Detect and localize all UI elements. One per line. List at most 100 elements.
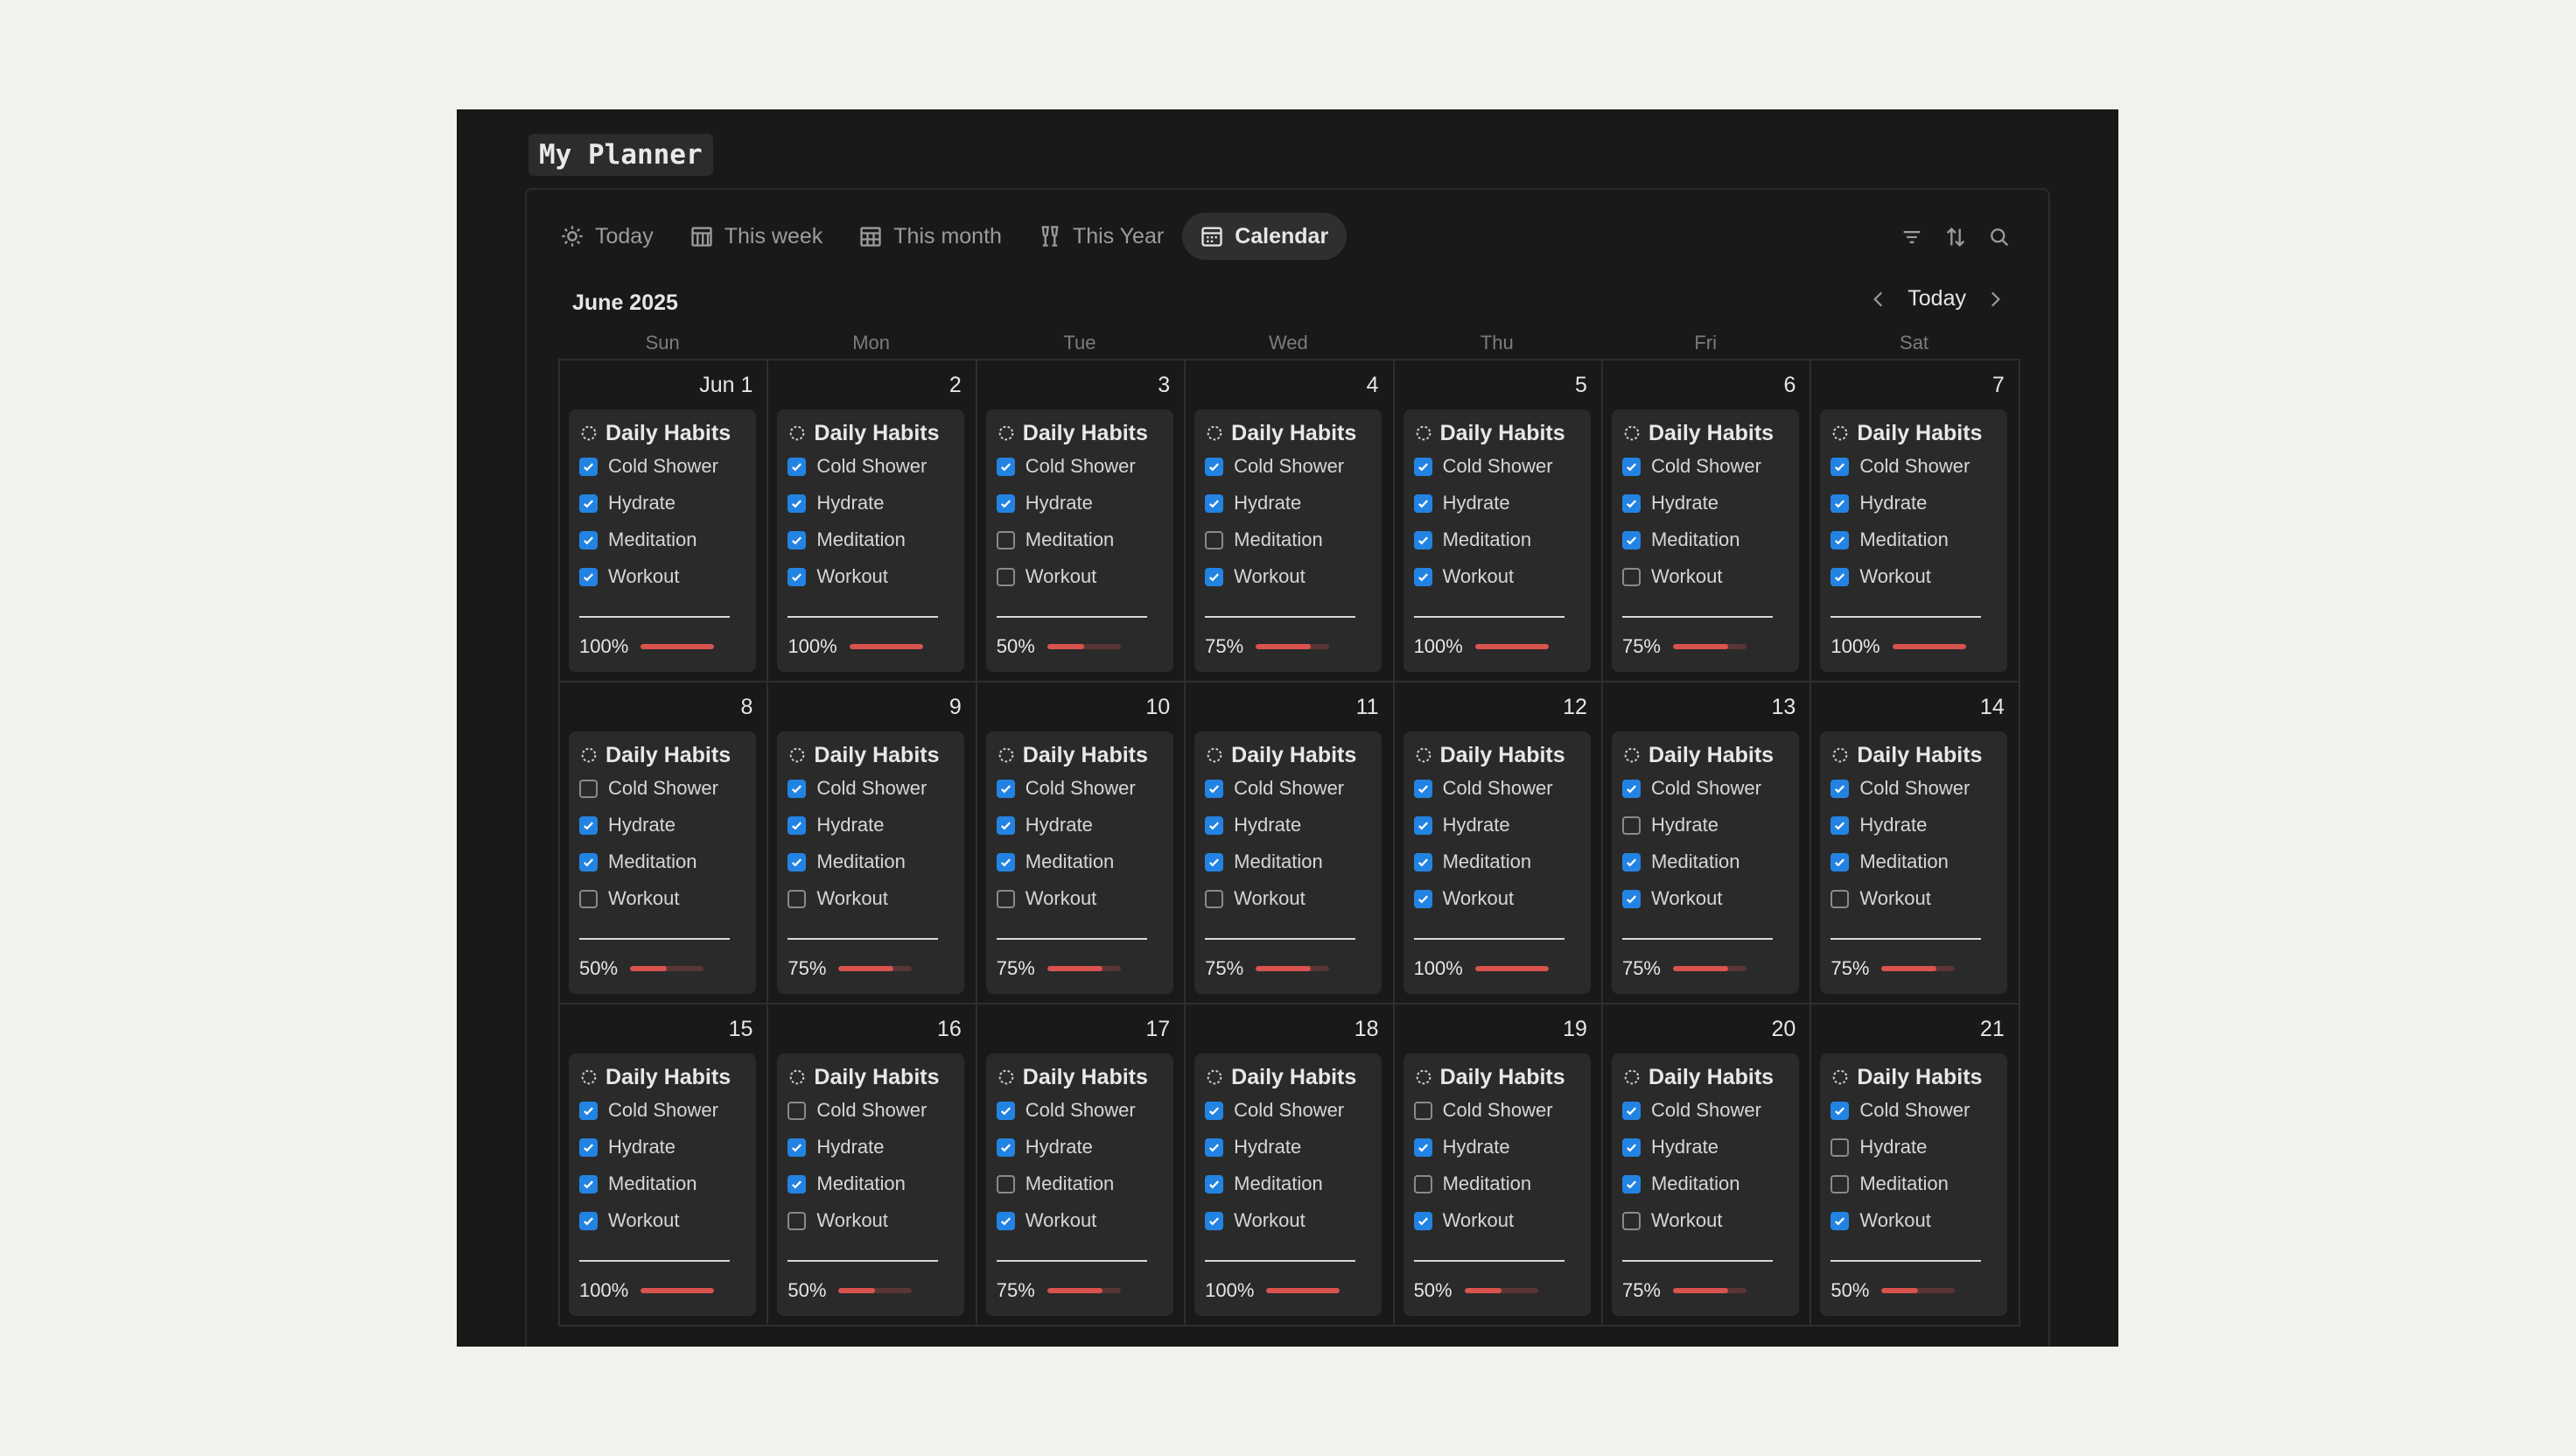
habit-checkbox[interactable] (996, 816, 1015, 835)
calendar-day-cell[interactable]: 9 Daily Habits Cold Shower Hydrate Meditatio… (768, 682, 977, 1004)
habit-checkbox[interactable] (996, 889, 1015, 908)
habit-checkbox[interactable] (1621, 1138, 1641, 1157)
habit-card[interactable]: Daily Habits Cold Shower Hydrate Meditation… (1611, 732, 1799, 994)
habit-card[interactable]: Daily Habits Cold Shower Hydrate Meditation… (985, 410, 1173, 672)
tab-this-month[interactable]: This month (841, 213, 1020, 260)
habit-checkbox[interactable] (1830, 889, 1850, 908)
habit-checkbox[interactable] (1205, 530, 1224, 550)
today-button[interactable]: Today (1908, 286, 1966, 311)
habit-checkbox[interactable] (1205, 1138, 1224, 1157)
chevron-right-icon[interactable] (1984, 288, 2006, 311)
habit-checkbox[interactable] (788, 1101, 807, 1120)
habit-checkbox[interactable] (1413, 1138, 1432, 1157)
calendar-day-cell[interactable]: 7 Daily Habits Cold Shower Hydrate Meditatio… (1811, 360, 2020, 682)
habit-checkbox[interactable] (996, 1138, 1015, 1157)
calendar-day-cell[interactable]: 16 Daily Habits Cold Shower Hydrate Meditati… (768, 1004, 977, 1326)
calendar-day-cell[interactable]: 4 Daily Habits Cold Shower Hydrate Meditatio… (1186, 360, 1395, 682)
habit-checkbox[interactable] (788, 816, 807, 835)
habit-checkbox[interactable] (996, 494, 1015, 513)
tab-calendar[interactable]: Calendar (1182, 213, 1348, 260)
habit-checkbox[interactable] (1205, 1101, 1224, 1120)
habit-checkbox[interactable] (788, 530, 807, 550)
habit-checkbox[interactable] (996, 567, 1015, 586)
habit-checkbox[interactable] (1205, 567, 1224, 586)
habit-checkbox[interactable] (579, 530, 598, 550)
habit-checkbox[interactable] (1830, 1211, 1850, 1230)
habit-checkbox[interactable] (1621, 1101, 1641, 1120)
habit-card[interactable]: Daily Habits Cold Shower Hydrate Meditation… (1611, 1054, 1799, 1316)
habit-checkbox[interactable] (1413, 816, 1432, 835)
calendar-day-cell[interactable]: 17 Daily Habits Cold Shower Hydrate Meditati… (976, 1004, 1186, 1326)
habit-checkbox[interactable] (1621, 1211, 1641, 1230)
habit-checkbox[interactable] (788, 567, 807, 586)
habit-checkbox[interactable] (1413, 889, 1432, 908)
habit-checkbox[interactable] (1830, 1174, 1850, 1194)
habit-checkbox[interactable] (1830, 1138, 1850, 1157)
habit-card[interactable]: Daily Habits Cold Shower Hydrate Meditation… (569, 410, 756, 672)
filter-icon[interactable] (1900, 225, 1924, 249)
habit-checkbox[interactable] (1413, 779, 1432, 798)
habit-checkbox[interactable] (1413, 457, 1432, 476)
habit-checkbox[interactable] (579, 1174, 598, 1194)
habit-checkbox[interactable] (996, 530, 1015, 550)
tab-today[interactable]: Today (548, 213, 672, 260)
habit-checkbox[interactable] (1413, 1211, 1432, 1230)
habit-checkbox[interactable] (1413, 1101, 1432, 1120)
habit-checkbox[interactable] (579, 816, 598, 835)
habit-checkbox[interactable] (1205, 852, 1224, 872)
habit-checkbox[interactable] (1621, 457, 1641, 476)
calendar-day-cell[interactable]: 2 Daily Habits Cold Shower Hydrate Meditatio… (768, 360, 977, 682)
habit-card[interactable]: Daily Habits Cold Shower Hydrate Meditation… (1820, 410, 2008, 672)
habit-checkbox[interactable] (1413, 1174, 1432, 1194)
habit-checkbox[interactable] (1621, 852, 1641, 872)
habit-checkbox[interactable] (1621, 779, 1641, 798)
calendar-day-cell[interactable]: 6 Daily Habits Cold Shower Hydrate Meditatio… (1602, 360, 1812, 682)
tab-this-week[interactable]: This week (672, 213, 842, 260)
habit-checkbox[interactable] (1413, 494, 1432, 513)
habit-card[interactable]: Daily Habits Cold Shower Hydrate Meditation… (1403, 732, 1591, 994)
habit-checkbox[interactable] (1413, 852, 1432, 872)
calendar-day-cell[interactable]: 21 Daily Habits Cold Shower Hydrate Meditati… (1811, 1004, 2020, 1326)
habit-checkbox[interactable] (1621, 494, 1641, 513)
habit-checkbox[interactable] (1621, 889, 1641, 908)
habit-checkbox[interactable] (996, 457, 1015, 476)
habit-checkbox[interactable] (579, 852, 598, 872)
calendar-day-cell[interactable]: 19 Daily Habits Cold Shower Hydrate Meditati… (1394, 1004, 1603, 1326)
calendar-day-cell[interactable]: 8 Daily Habits Cold Shower Hydrate Meditatio… (560, 682, 769, 1004)
habit-checkbox[interactable] (996, 1174, 1015, 1194)
habit-checkbox[interactable] (1205, 1211, 1224, 1230)
habit-checkbox[interactable] (1830, 852, 1850, 872)
calendar-day-cell[interactable]: 10 Daily Habits Cold Shower Hydrate Meditati… (976, 682, 1186, 1004)
calendar-day-cell[interactable]: 20 Daily Habits Cold Shower Hydrate Meditati… (1602, 1004, 1812, 1326)
habit-checkbox[interactable] (1205, 494, 1224, 513)
habit-checkbox[interactable] (788, 457, 807, 476)
habit-checkbox[interactable] (1205, 779, 1224, 798)
calendar-day-cell[interactable]: 3 Daily Habits Cold Shower Hydrate Meditatio… (976, 360, 1186, 682)
habit-card[interactable]: Daily Habits Cold Shower Hydrate Meditation… (1194, 732, 1382, 994)
habit-card[interactable]: Daily Habits Cold Shower Hydrate Meditation… (1611, 410, 1799, 672)
calendar-day-cell[interactable]: 12 Daily Habits Cold Shower Hydrate Meditati… (1394, 682, 1603, 1004)
habit-checkbox[interactable] (788, 1211, 807, 1230)
calendar-day-cell[interactable]: 14 Daily Habits Cold Shower Hydrate Meditati… (1811, 682, 2020, 1004)
sort-icon[interactable] (1943, 225, 1968, 249)
habit-checkbox[interactable] (579, 457, 598, 476)
calendar-day-cell[interactable]: 11 Daily Habits Cold Shower Hydrate Meditati… (1186, 682, 1395, 1004)
habit-checkbox[interactable] (1413, 567, 1432, 586)
habit-checkbox[interactable] (579, 779, 598, 798)
habit-checkbox[interactable] (788, 494, 807, 513)
search-icon[interactable] (1987, 225, 2012, 249)
habit-checkbox[interactable] (996, 1211, 1015, 1230)
tab-this-year[interactable]: This Year (1020, 213, 1182, 260)
habit-checkbox[interactable] (1205, 1174, 1224, 1194)
habit-checkbox[interactable] (1621, 1174, 1641, 1194)
habit-checkbox[interactable] (1205, 816, 1224, 835)
habit-checkbox[interactable] (996, 852, 1015, 872)
habit-checkbox[interactable] (1830, 494, 1850, 513)
calendar-day-cell[interactable]: 13 Daily Habits Cold Shower Hydrate Meditati… (1602, 682, 1812, 1004)
habit-card[interactable]: Daily Habits Cold Shower Hydrate Meditation… (777, 410, 965, 672)
habit-checkbox[interactable] (788, 779, 807, 798)
habit-checkbox[interactable] (788, 1138, 807, 1157)
calendar-day-cell[interactable]: 15 Daily Habits Cold Shower Hydrate Meditati… (560, 1004, 769, 1326)
habit-checkbox[interactable] (1830, 816, 1850, 835)
habit-checkbox[interactable] (579, 1211, 598, 1230)
